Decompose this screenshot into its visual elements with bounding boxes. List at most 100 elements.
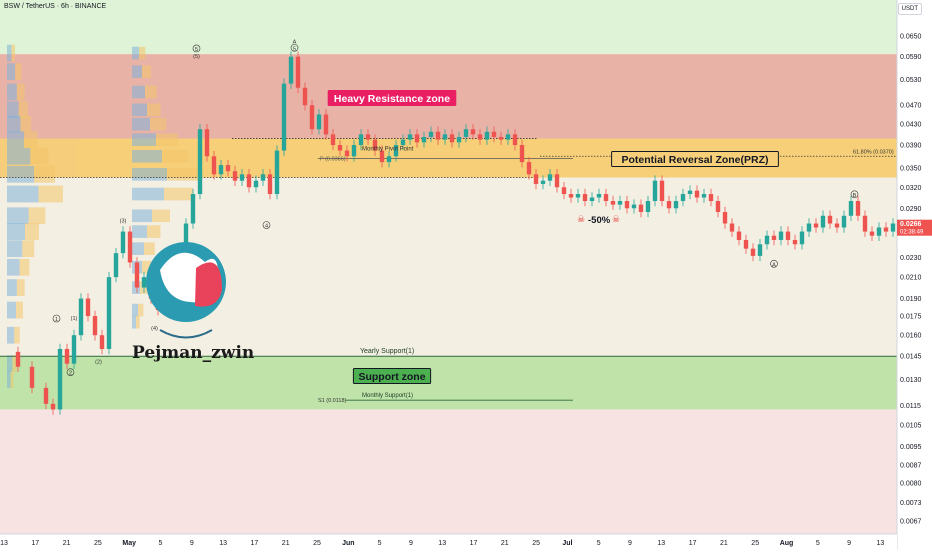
candle-body-117 [841, 215, 847, 228]
level-monthly-s1-tag: S1 (0.0118) [318, 398, 347, 404]
volume-profile2-bar-b-12 [142, 260, 151, 274]
time-tick-14: 13 [438, 540, 446, 547]
label-prz-box [611, 151, 779, 167]
candle-body-110 [792, 239, 798, 245]
candle-body-58 [428, 131, 434, 137]
price-tick-13: 0.0175 [900, 314, 922, 321]
wave-label-10: (2) [95, 360, 102, 366]
volume-profile2-bar-3 [132, 103, 147, 117]
candle-body-28 [218, 165, 224, 175]
volume-profile-bar-14 [7, 301, 16, 319]
price-tick-3: 0.0470 [900, 103, 922, 110]
label-support-box [352, 368, 432, 384]
label-support: Support zone [358, 371, 425, 383]
target-label: -50% [588, 215, 611, 226]
time-tick-6: 9 [190, 540, 194, 547]
wave-ring-12 [770, 259, 778, 268]
price-tick-15: 0.0145 [900, 354, 922, 361]
candle-body-122 [876, 227, 882, 236]
candle-body-32 [246, 174, 252, 188]
candle-body-95 [687, 190, 693, 195]
candle-body-14 [120, 231, 126, 254]
price-tick-11: 0.0210 [900, 275, 922, 282]
candle-body-57 [421, 136, 427, 143]
time-tick-13: 9 [409, 540, 413, 547]
candle-body-100 [722, 211, 728, 224]
candle-body-74 [540, 180, 546, 184]
candle-body-15 [127, 231, 133, 263]
volume-profile2-bar-b-3 [147, 103, 161, 117]
price-tick-17: 0.0115 [900, 403, 921, 410]
candle-body-86 [624, 201, 630, 209]
time-tick-12: 5 [378, 540, 382, 547]
candle-body-30 [232, 171, 238, 181]
candle-body-76 [554, 174, 560, 188]
candle-body-50 [372, 139, 378, 151]
candle-body-46 [344, 150, 350, 157]
time-tick-24: 25 [751, 540, 759, 547]
wave-label-1: 5 [293, 46, 296, 52]
wave-label-7: 1 [55, 317, 58, 323]
wave-label-11: B [853, 193, 857, 199]
volume-profile-bar-b-10 [25, 223, 39, 240]
candle-body-9 [85, 298, 91, 317]
price-tick-2: 0.0530 [900, 77, 922, 84]
price-tick-19: 0.0095 [900, 444, 922, 451]
candle-body-112 [806, 223, 812, 232]
time-tick-9: 21 [282, 540, 290, 547]
candle-body-107 [771, 235, 777, 240]
time-tick-0: 13 [0, 540, 8, 547]
volume-profile2-bar-b-2 [145, 85, 157, 99]
candle-body-1 [15, 351, 21, 367]
candle-body-108 [778, 231, 784, 240]
wave-ring-2 [192, 44, 201, 53]
volume-profile-bar-b-17 [10, 371, 14, 388]
candle-body-77 [561, 187, 567, 195]
label-prz: Potential Reversal Zone(PRZ) [621, 154, 768, 166]
volume-profile2-bar-2 [132, 85, 145, 99]
volume-profile2-bar-b-0 [139, 46, 146, 60]
candle-body-121 [869, 231, 875, 236]
candle-body-104 [750, 248, 756, 256]
candle-body-54 [400, 139, 406, 146]
volume-profile-bar-b-1 [15, 63, 22, 81]
candle-body-96 [694, 190, 700, 198]
author-watermark: Pejman_zwin [132, 343, 255, 363]
price-axis-panel [897, 0, 932, 550]
wave-ring-9 [66, 368, 75, 376]
candle-body-41 [309, 105, 315, 130]
candle-body-3 [43, 387, 49, 404]
candle-body-85 [617, 201, 623, 205]
label-heavy-resistance-box [327, 90, 457, 106]
volume-profile2-bar-6 [132, 149, 162, 163]
volume-profile2-bar-b-15 [136, 315, 140, 329]
candle-body-63 [463, 129, 469, 137]
candle-body-53 [393, 145, 399, 157]
candle-body-5 [57, 348, 63, 410]
candle-body-52 [386, 156, 392, 163]
wave-label-3: (5) [193, 54, 200, 60]
volume-profile2-bar-b-8 [164, 187, 193, 201]
wave-label-5: (3) [120, 219, 127, 225]
candle-body-38 [288, 56, 294, 84]
candle-body-73 [533, 174, 539, 184]
volume-profile-bar-13 [7, 279, 17, 296]
price-tick-18: 0.0105 [900, 423, 922, 430]
candle-body-11 [99, 335, 105, 349]
volume-profile-bar-12 [7, 258, 20, 276]
wave-ring-4 [262, 221, 271, 229]
axis-unit[interactable]: USDT [897, 3, 922, 15]
candle-body-99 [715, 201, 721, 212]
volume-profile-bar-11 [7, 240, 23, 258]
volume-profile2-bar-b-6 [162, 149, 189, 163]
volume-profile2-bar-15 [132, 315, 136, 329]
volume-profile2-bar-b-10 [147, 225, 161, 238]
time-tick-4: May [122, 540, 136, 547]
wave-label-8: (1) [71, 316, 78, 322]
volume-profile-bar-15 [7, 326, 15, 344]
volume-profile-bar-1 [7, 63, 16, 81]
level-pivot-label: Monthly Pivot Point [362, 147, 414, 153]
candle-body-79 [575, 194, 581, 198]
